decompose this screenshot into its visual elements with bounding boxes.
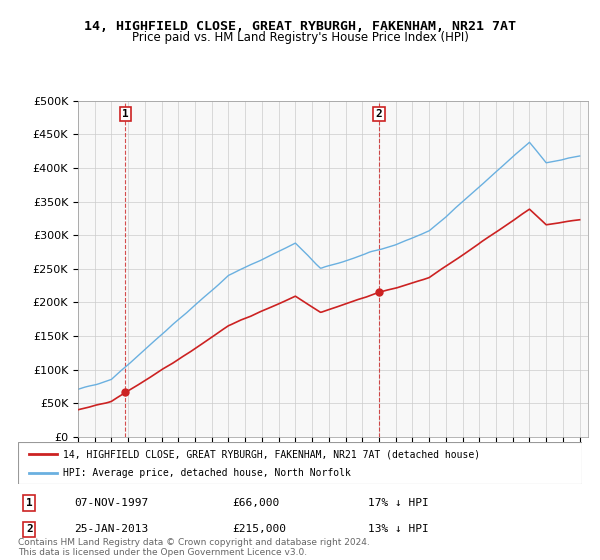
Text: HPI: Average price, detached house, North Norfolk: HPI: Average price, detached house, Nort… — [63, 468, 351, 478]
Text: 17% ↓ HPI: 17% ↓ HPI — [368, 498, 428, 508]
Text: £66,000: £66,000 — [232, 498, 280, 508]
Text: 1: 1 — [26, 498, 32, 508]
Text: 14, HIGHFIELD CLOSE, GREAT RYBURGH, FAKENHAM, NR21 7AT: 14, HIGHFIELD CLOSE, GREAT RYBURGH, FAKE… — [84, 20, 516, 32]
Text: 2: 2 — [26, 524, 32, 534]
Text: Contains HM Land Registry data © Crown copyright and database right 2024.
This d: Contains HM Land Registry data © Crown c… — [18, 538, 370, 557]
Text: 07-NOV-1997: 07-NOV-1997 — [74, 498, 149, 508]
Text: 2: 2 — [376, 109, 382, 119]
Text: 1: 1 — [122, 109, 129, 119]
Text: Price paid vs. HM Land Registry's House Price Index (HPI): Price paid vs. HM Land Registry's House … — [131, 31, 469, 44]
Text: 25-JAN-2013: 25-JAN-2013 — [74, 524, 149, 534]
FancyBboxPatch shape — [18, 442, 582, 484]
Text: 14, HIGHFIELD CLOSE, GREAT RYBURGH, FAKENHAM, NR21 7AT (detached house): 14, HIGHFIELD CLOSE, GREAT RYBURGH, FAKE… — [63, 449, 480, 459]
Text: £215,000: £215,000 — [232, 524, 286, 534]
Text: 13% ↓ HPI: 13% ↓ HPI — [368, 524, 428, 534]
